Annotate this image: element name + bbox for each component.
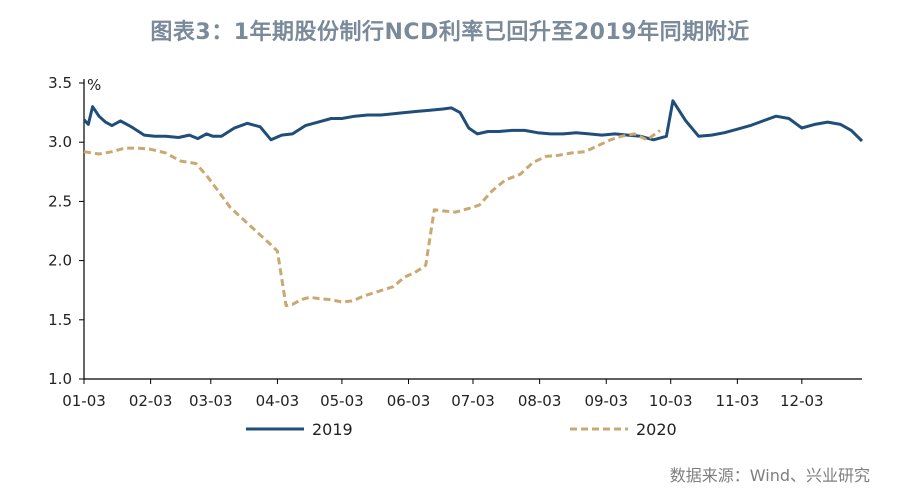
y-tick-label: 3.5 (48, 74, 72, 92)
y-tick-label: 2.0 (48, 252, 72, 270)
y-tick-label: 3.0 (48, 133, 72, 151)
series-line-2019 (82, 99, 864, 143)
x-tick-label: 10-03 (649, 392, 693, 410)
series-line-2020 (83, 129, 661, 308)
x-tick-label: 09-03 (584, 392, 628, 410)
y-axis-unit: % (87, 76, 101, 94)
y-tick-label: 1.0 (48, 370, 72, 388)
x-tick-label: 08-03 (518, 392, 562, 410)
x-tick-label: 11-03 (716, 392, 760, 410)
x-tick-label: 03-03 (189, 392, 233, 410)
y-tick-label: 1.5 (48, 311, 72, 329)
source-note: 数据来源：Wind、兴业研究 (669, 466, 870, 485)
x-tick-label: 05-03 (320, 392, 364, 410)
chart-title: 图表3：1年期股份制行NCD利率已回升至2019年同期附近 (150, 20, 750, 45)
x-tick-label: 07-03 (451, 392, 495, 410)
x-tick-label: 06-03 (387, 392, 431, 410)
x-tick-label: 02-03 (129, 392, 173, 410)
x-tick-label: 12-03 (780, 392, 824, 410)
x-tick-label: 01-03 (62, 392, 106, 410)
y-tick-label: 2.5 (48, 192, 72, 210)
x-tick-label: 04-03 (256, 392, 300, 410)
legend-label-2020: 2020 (636, 420, 677, 439)
legend-label-2019: 2019 (312, 420, 353, 439)
